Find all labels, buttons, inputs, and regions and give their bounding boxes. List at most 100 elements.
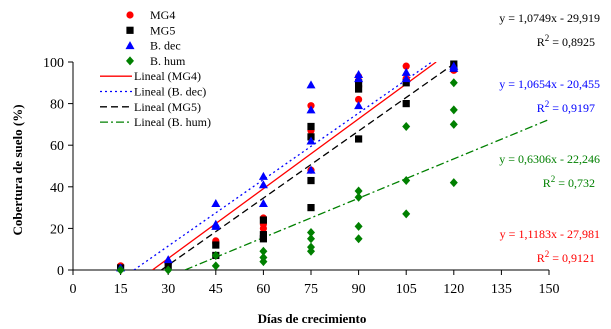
data-point bbox=[259, 231, 267, 239]
data-point bbox=[258, 171, 268, 180]
legend-entry: Lineal (MG4) bbox=[134, 69, 201, 83]
trendline-equation: y = 1,0654x - 20,455 bbox=[499, 77, 600, 91]
data-point bbox=[259, 246, 268, 256]
data-point bbox=[354, 69, 364, 78]
trendline-r2: R2 = 0,9121 bbox=[537, 249, 595, 265]
data-point bbox=[307, 228, 315, 238]
r2-symbol: R bbox=[543, 176, 551, 190]
data-point bbox=[449, 78, 458, 88]
data-point bbox=[306, 105, 316, 114]
trendline-equation: y = 0,6306x - 22,246 bbox=[499, 152, 600, 166]
trendline bbox=[133, 62, 433, 270]
y-tick-label: 80 bbox=[50, 98, 64, 113]
data-point bbox=[402, 176, 411, 186]
legend-entry: Lineal (B. dec) bbox=[134, 85, 206, 99]
data-point bbox=[306, 80, 316, 89]
data-point bbox=[449, 178, 458, 188]
trendline bbox=[184, 118, 549, 270]
data-point bbox=[355, 135, 363, 143]
r2-superscript: 2 bbox=[545, 249, 550, 259]
legend-entry: Lineal (MG5) bbox=[134, 100, 201, 114]
data-point bbox=[401, 67, 411, 76]
r2-superscript: 2 bbox=[545, 33, 550, 43]
x-tick-label: 105 bbox=[396, 282, 417, 297]
y-tick-label: 20 bbox=[50, 222, 64, 237]
trendline-r2: R2 = 0,9197 bbox=[537, 99, 595, 115]
r2-superscript: 2 bbox=[545, 99, 550, 109]
y-axis-label: Cobertura de suelo (%) bbox=[10, 104, 25, 235]
x-tick-label: 45 bbox=[209, 282, 223, 297]
data-point bbox=[354, 74, 364, 83]
data-point bbox=[307, 242, 315, 252]
data-point bbox=[402, 62, 410, 70]
legend-entry: MG5 bbox=[150, 23, 175, 37]
data-point bbox=[449, 105, 458, 115]
x-tick-label: 75 bbox=[304, 282, 318, 297]
trendline-equation: y = 1,0749x - 29,919 bbox=[499, 11, 600, 25]
data-point bbox=[449, 61, 459, 70]
data-point bbox=[354, 101, 364, 110]
legend-entry: B. dec bbox=[150, 39, 181, 53]
trendlines bbox=[133, 62, 549, 270]
data-point bbox=[307, 234, 315, 244]
data-point bbox=[307, 204, 315, 212]
data-point bbox=[163, 255, 173, 264]
data-point bbox=[307, 176, 315, 185]
data-point bbox=[116, 265, 125, 275]
x-tick-label: 120 bbox=[443, 282, 464, 297]
data-point bbox=[258, 198, 268, 207]
r2-value: = 0,8925 bbox=[549, 35, 595, 49]
data-point bbox=[354, 186, 363, 196]
x-tick-label: 90 bbox=[352, 282, 366, 297]
data-point bbox=[402, 121, 411, 131]
r2-value: = 0,9197 bbox=[549, 101, 595, 115]
data-point bbox=[402, 79, 410, 87]
y-tick-label: 0 bbox=[57, 264, 64, 279]
data-point bbox=[402, 100, 410, 108]
x-tick-label: 30 bbox=[161, 282, 175, 297]
legend-entry: Lineal (B. hum) bbox=[134, 115, 211, 129]
x-tick-label: 0 bbox=[70, 282, 77, 297]
x-tick-label: 135 bbox=[491, 282, 512, 297]
data-point bbox=[211, 261, 220, 271]
data-point bbox=[212, 241, 220, 249]
data-point bbox=[354, 221, 363, 231]
x-tick-label: 15 bbox=[114, 282, 128, 297]
legend-entry: B. hum bbox=[150, 54, 186, 68]
legend-marker bbox=[126, 26, 134, 34]
data-point bbox=[211, 198, 221, 207]
data-point bbox=[211, 219, 221, 228]
data-point bbox=[355, 79, 363, 87]
trendline-r2: R2 = 0,732 bbox=[543, 174, 595, 190]
x-axis-label: Días de crecimiento bbox=[258, 311, 367, 326]
data-point bbox=[354, 234, 363, 244]
data-point bbox=[449, 119, 458, 129]
data-point bbox=[259, 216, 267, 224]
data-point bbox=[259, 253, 268, 263]
data-points bbox=[116, 60, 459, 275]
trendline bbox=[152, 62, 437, 270]
x-tick-label: 150 bbox=[539, 282, 560, 297]
axes: 0 20 40 60 80 100 0 15 30 45 60 75 90 105 120 135 150 bbox=[43, 56, 560, 297]
x-tick-label: 60 bbox=[256, 282, 270, 297]
data-point bbox=[164, 265, 173, 275]
r2-superscript: 2 bbox=[551, 174, 556, 184]
trendline bbox=[160, 62, 457, 270]
legend-marker bbox=[126, 11, 134, 19]
r2-symbol: R bbox=[537, 251, 545, 265]
r2-symbol: R bbox=[537, 101, 545, 115]
data-point bbox=[354, 192, 363, 202]
data-point bbox=[401, 74, 411, 83]
data-point bbox=[259, 235, 267, 243]
trendline-r2: R2 = 0,8925 bbox=[537, 33, 595, 49]
legend-marker bbox=[125, 41, 135, 50]
data-point bbox=[355, 85, 363, 93]
trendline-equation: y = 1,1183x - 27,981 bbox=[500, 227, 600, 241]
r2-value: = 0,9121 bbox=[549, 251, 595, 265]
legend-marker bbox=[126, 56, 134, 66]
data-point bbox=[258, 180, 268, 189]
data-point bbox=[402, 209, 411, 219]
